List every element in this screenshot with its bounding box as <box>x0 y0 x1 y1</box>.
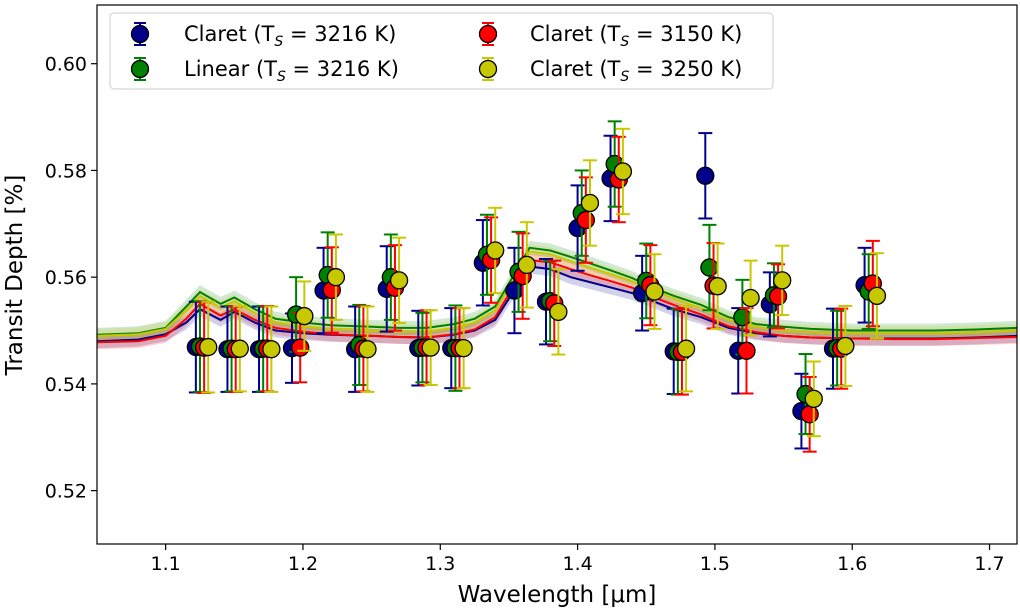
data-point <box>613 162 633 181</box>
legend: Claret (TS = 3216 K) Linear (TS = 3216 K)… <box>109 12 774 90</box>
y-tick-label: 0.52 <box>45 481 87 503</box>
data-point <box>741 288 760 308</box>
data-point <box>295 306 314 326</box>
data-point <box>199 337 218 357</box>
data-point <box>549 302 568 322</box>
series-2 <box>194 135 882 453</box>
data-point <box>262 340 281 359</box>
data-point <box>486 241 505 260</box>
data-point <box>517 255 536 275</box>
x-tick-label: 1.6 <box>837 553 867 575</box>
data-point <box>676 339 696 358</box>
y-axis-label: Transit Depth [%] <box>2 175 28 377</box>
data-point <box>836 336 855 356</box>
data-point <box>326 268 346 287</box>
data-point <box>291 338 310 357</box>
x-tick-label: 1.2 <box>288 553 318 575</box>
x-tick-label: 1.1 <box>151 553 181 575</box>
model-band-1 <box>97 240 1017 342</box>
legend-entry-0: Claret (TS = 3216 K) <box>130 22 396 50</box>
data-point <box>733 308 752 327</box>
y-tick-label: 0.60 <box>45 54 87 76</box>
data-point <box>768 287 788 306</box>
x-tick-label: 1.3 <box>425 553 455 575</box>
data-point <box>737 341 756 360</box>
legend-marker <box>478 24 498 44</box>
legend-label: Linear (TS = 3216 K) <box>184 57 399 85</box>
data-point <box>804 389 823 408</box>
data-point <box>696 166 715 185</box>
legend-marker <box>130 59 150 79</box>
data-point <box>708 277 727 296</box>
y-tick-label: 0.58 <box>45 160 87 182</box>
x-tick-label: 1.7 <box>974 553 1004 575</box>
data-point <box>867 286 887 305</box>
data-point <box>576 210 595 230</box>
legend-entry-3: Claret (TS = 3250 K) <box>478 57 742 85</box>
data-points <box>186 120 887 453</box>
legend-entry-1: Linear (TS = 3216 K) <box>130 57 399 85</box>
x-axis-ticks: 1.1 1.2 1.3 1.4 1.5 1.6 1.7 <box>151 544 1005 575</box>
legend-entry-2: Claret (TS = 3150 K) <box>478 22 742 50</box>
legend-box <box>109 12 774 90</box>
data-point <box>645 282 664 301</box>
legend-label: Claret (TS = 3250 K) <box>530 57 742 85</box>
data-point <box>580 193 600 213</box>
legend-label: Claret (TS = 3150 K) <box>530 22 742 50</box>
legend-marker <box>130 24 150 44</box>
y-tick-label: 0.54 <box>45 374 87 396</box>
data-point <box>230 339 249 358</box>
plot-frame <box>96 4 1018 545</box>
legend-label: Claret (TS = 3216 K) <box>184 22 396 50</box>
data-point <box>800 405 819 424</box>
data-point <box>454 338 473 358</box>
y-axis-ticks: 0.52 0.54 0.56 0.58 0.60 <box>45 54 97 503</box>
data-point <box>700 258 719 277</box>
data-point <box>773 271 792 290</box>
y-tick-label: 0.56 <box>45 267 87 289</box>
x-tick-label: 1.4 <box>562 553 592 575</box>
data-point <box>389 271 409 290</box>
legend-marker <box>478 59 498 79</box>
series-3 <box>199 127 887 438</box>
data-point <box>421 338 440 357</box>
x-axis-label: Wavelength [μm] <box>458 582 657 608</box>
data-point <box>358 340 377 359</box>
x-tick-label: 1.5 <box>700 553 730 575</box>
